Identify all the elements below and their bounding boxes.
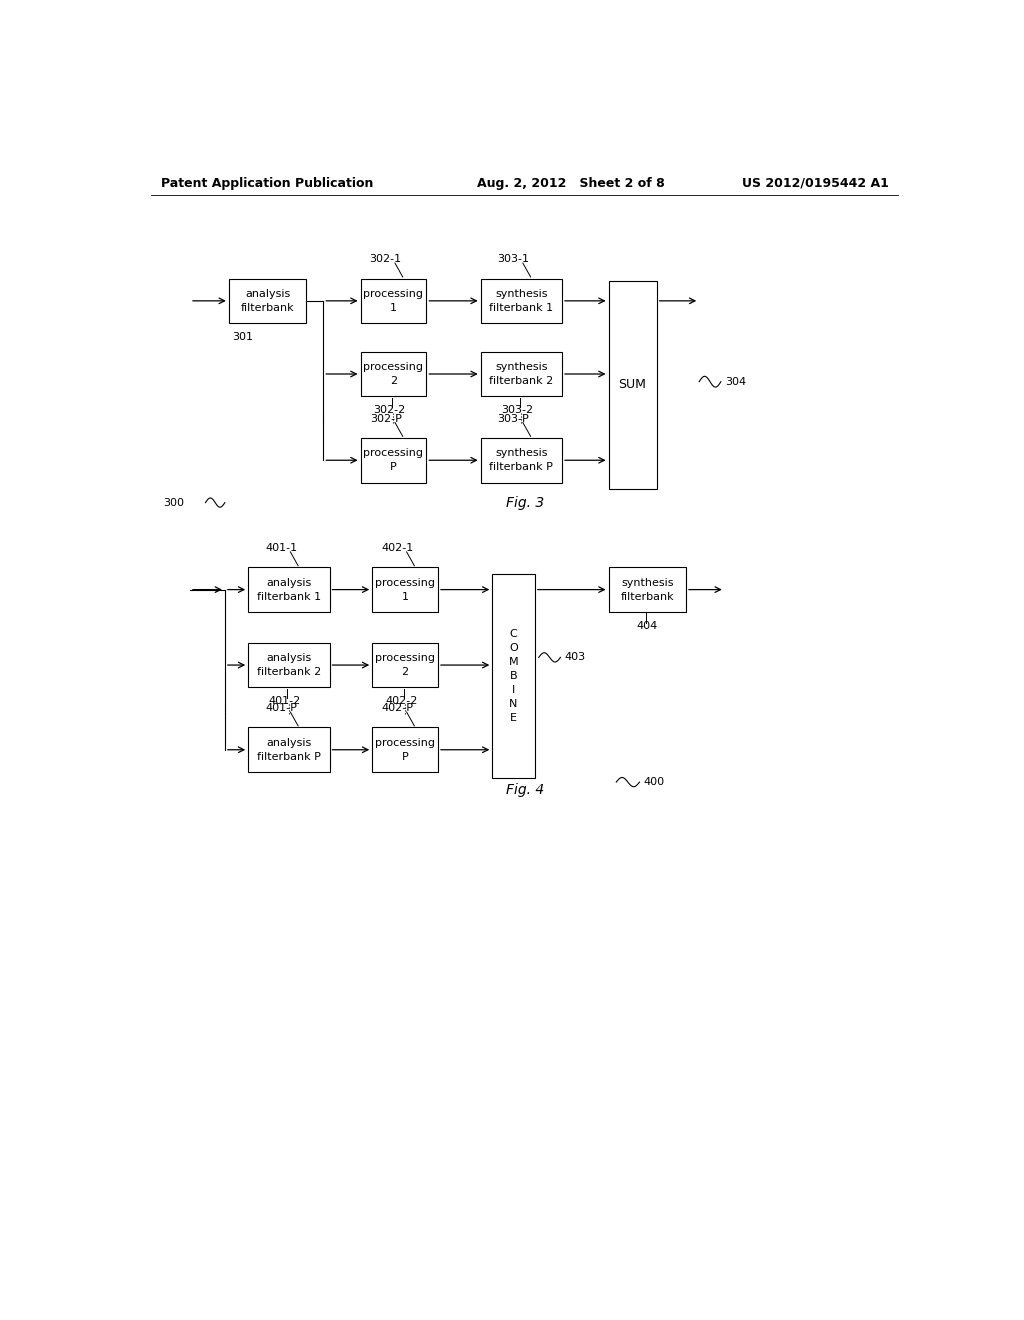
Text: C
O
M
B
I
N
E: C O M B I N E bbox=[509, 630, 518, 723]
FancyBboxPatch shape bbox=[248, 568, 330, 612]
FancyBboxPatch shape bbox=[360, 438, 426, 483]
Text: 401-1: 401-1 bbox=[265, 543, 297, 553]
Text: 402-P: 402-P bbox=[381, 704, 414, 713]
Text: 403: 403 bbox=[564, 652, 586, 663]
Text: analysis
filterbank: analysis filterbank bbox=[241, 289, 294, 313]
FancyBboxPatch shape bbox=[608, 281, 656, 488]
FancyBboxPatch shape bbox=[228, 279, 306, 323]
Text: Patent Application Publication: Patent Application Publication bbox=[161, 177, 373, 190]
Text: 303-1: 303-1 bbox=[498, 255, 529, 264]
Text: synthesis
filterbank P: synthesis filterbank P bbox=[489, 449, 553, 473]
Text: synthesis
filterbank: synthesis filterbank bbox=[621, 578, 674, 602]
Text: 404: 404 bbox=[637, 620, 657, 631]
Text: Fig. 3: Fig. 3 bbox=[506, 496, 544, 511]
Text: Aug. 2, 2012   Sheet 2 of 8: Aug. 2, 2012 Sheet 2 of 8 bbox=[477, 177, 665, 190]
Text: 304: 304 bbox=[725, 376, 745, 387]
Text: Fig. 4: Fig. 4 bbox=[506, 783, 544, 797]
FancyBboxPatch shape bbox=[372, 727, 438, 772]
Text: 302-1: 302-1 bbox=[370, 255, 401, 264]
FancyBboxPatch shape bbox=[248, 727, 330, 772]
Text: synthesis
filterbank 1: synthesis filterbank 1 bbox=[489, 289, 553, 313]
Text: 401-P: 401-P bbox=[265, 704, 297, 713]
FancyBboxPatch shape bbox=[372, 568, 438, 612]
Text: 303-2: 303-2 bbox=[502, 405, 534, 416]
Text: processing
1: processing 1 bbox=[375, 578, 435, 602]
Text: processing
P: processing P bbox=[364, 449, 424, 473]
FancyBboxPatch shape bbox=[480, 279, 562, 323]
FancyBboxPatch shape bbox=[372, 643, 438, 688]
FancyBboxPatch shape bbox=[493, 574, 535, 779]
Text: analysis
filterbank 1: analysis filterbank 1 bbox=[257, 578, 321, 602]
Text: analysis
filterbank P: analysis filterbank P bbox=[257, 738, 321, 762]
FancyBboxPatch shape bbox=[360, 351, 426, 396]
FancyBboxPatch shape bbox=[480, 351, 562, 396]
Text: US 2012/0195442 A1: US 2012/0195442 A1 bbox=[742, 177, 889, 190]
Text: processing
2: processing 2 bbox=[375, 653, 435, 677]
FancyBboxPatch shape bbox=[360, 279, 426, 323]
Text: analysis
filterbank 2: analysis filterbank 2 bbox=[257, 653, 321, 677]
Text: 402-1: 402-1 bbox=[381, 543, 414, 553]
Text: 300: 300 bbox=[163, 498, 183, 508]
Text: SUM: SUM bbox=[618, 379, 646, 391]
FancyBboxPatch shape bbox=[248, 643, 330, 688]
Text: 400: 400 bbox=[643, 777, 665, 787]
Text: processing
1: processing 1 bbox=[364, 289, 424, 313]
FancyBboxPatch shape bbox=[608, 568, 686, 612]
Text: synthesis
filterbank 2: synthesis filterbank 2 bbox=[489, 362, 553, 385]
Text: processing
P: processing P bbox=[375, 738, 435, 762]
Text: 301: 301 bbox=[232, 333, 254, 342]
Text: 303-P: 303-P bbox=[498, 413, 529, 424]
Text: 402-2: 402-2 bbox=[385, 696, 418, 706]
FancyBboxPatch shape bbox=[480, 438, 562, 483]
Text: 302-P: 302-P bbox=[370, 413, 401, 424]
Text: 401-2: 401-2 bbox=[269, 696, 301, 706]
Text: processing
2: processing 2 bbox=[364, 362, 424, 385]
Text: 302-2: 302-2 bbox=[374, 405, 406, 416]
